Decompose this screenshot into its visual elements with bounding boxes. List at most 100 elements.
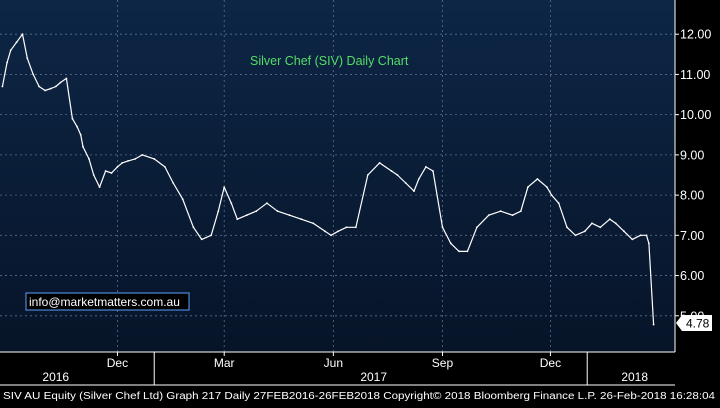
price-point (65, 77, 68, 80)
price-series (1, 33, 655, 326)
price-point (104, 170, 107, 172)
price-point (458, 250, 460, 253)
price-point (476, 226, 478, 229)
price-point (172, 182, 175, 184)
price-point (639, 234, 642, 237)
x-year-label: 2018 (621, 370, 648, 384)
x-year-label: 2017 (360, 370, 387, 384)
price-point (255, 210, 258, 213)
price-point (98, 186, 101, 189)
footer-text: SIV AU Equity (Silver Chef Ltd) Graph 21… (3, 391, 716, 402)
price-point (425, 166, 427, 168)
price-point (54, 85, 57, 88)
price-line (1, 33, 655, 325)
price-point (324, 230, 326, 233)
y-tick-label: 12.00 (680, 28, 711, 42)
y-tick-label: 9.00 (680, 148, 704, 162)
price-point (59, 81, 62, 84)
y-tick-label: 8.00 (680, 189, 704, 203)
x-month-label: Jun (324, 356, 343, 370)
price-point (79, 133, 82, 136)
price-point (288, 214, 291, 217)
price-point (499, 210, 502, 213)
price-point (631, 238, 634, 241)
price-point (1, 85, 4, 88)
price-point (345, 226, 348, 229)
price-point (92, 174, 95, 176)
price-point (88, 158, 90, 160)
price-point (566, 226, 568, 229)
price-point (236, 218, 239, 221)
price-point (511, 214, 514, 217)
price-point (15, 41, 18, 44)
price-point (217, 210, 220, 213)
price-point (441, 226, 444, 229)
price-point (337, 230, 339, 233)
axes (0, 0, 679, 386)
y-tick-label: 6.00 (680, 269, 704, 283)
x-month-label: Dec (540, 356, 561, 370)
x-year-label: 2016 (42, 370, 69, 384)
price-point (50, 87, 52, 90)
price-point (378, 162, 381, 164)
price-point (608, 218, 611, 221)
price-point (153, 158, 156, 160)
watermark-box (25, 292, 190, 311)
price-point (6, 61, 8, 64)
price-point (404, 182, 407, 184)
x-month-label: Mar (214, 356, 235, 370)
price-point (645, 234, 648, 237)
price-point (396, 174, 399, 176)
price-point (519, 210, 522, 213)
price-point (223, 186, 226, 189)
last-price-label: 4.78 (686, 317, 710, 331)
price-point (76, 125, 78, 128)
price-point (417, 178, 420, 180)
price-point (312, 222, 315, 225)
price-point (9, 49, 12, 52)
price-point (390, 170, 393, 172)
price-point (591, 222, 593, 225)
price-point (583, 230, 586, 233)
price-point (230, 202, 233, 205)
last-price-tag: 4.78 (676, 315, 712, 331)
price-point (614, 222, 617, 225)
price-point (355, 226, 357, 229)
price-point (574, 234, 577, 237)
price-point (546, 186, 548, 189)
price-point (550, 194, 553, 197)
price-point (527, 186, 529, 189)
price-point (121, 162, 124, 164)
price-point (432, 170, 434, 172)
price-point (599, 226, 602, 229)
chart-title: Silver Chef (SIV) Daily Chart (250, 54, 409, 68)
price-point (623, 230, 625, 233)
price-point (245, 214, 248, 217)
price-point (466, 250, 469, 253)
x-month-label: Dec (107, 356, 128, 370)
price-point (192, 226, 195, 229)
price-point (413, 190, 415, 193)
price-point (110, 172, 113, 174)
price-point (648, 242, 650, 245)
price-point (38, 85, 40, 88)
y-tick-label: 11.00 (680, 68, 710, 82)
price-point (557, 202, 560, 205)
price-point (164, 166, 166, 168)
axis-labels: 12.0011.0010.009.008.007.006.005.00DecMa… (42, 28, 711, 384)
x-month-label: Sep (432, 356, 454, 370)
price-point (21, 33, 24, 36)
price-point (141, 154, 144, 156)
price-point (181, 198, 184, 201)
price-point (26, 57, 29, 60)
price-point (266, 202, 268, 205)
watermark-email: info@marketmatters.com.au (29, 295, 180, 309)
price-point (44, 89, 46, 92)
y-tick-label: 10.00 (680, 108, 711, 122)
price-point (116, 166, 119, 168)
price-point (330, 234, 332, 237)
price-point (32, 73, 35, 76)
price-point (449, 242, 452, 245)
